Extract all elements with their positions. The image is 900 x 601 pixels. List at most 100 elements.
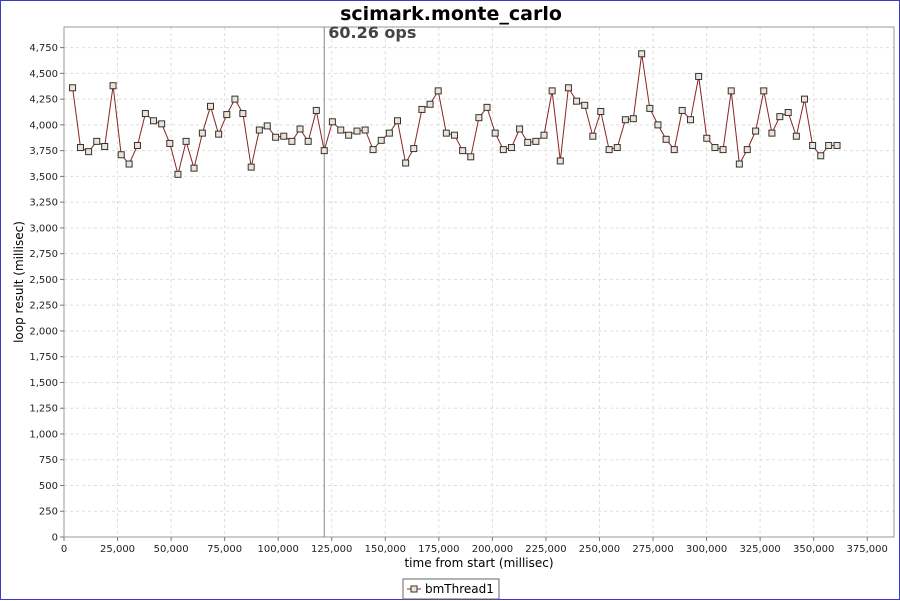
data-point[interactable]: [174, 170, 182, 178]
data-point[interactable]: [809, 141, 817, 149]
data-point[interactable]: [101, 143, 109, 151]
data-point[interactable]: [93, 137, 101, 145]
data-point[interactable]: [109, 82, 117, 90]
data-point[interactable]: [239, 110, 247, 118]
data-point[interactable]: [320, 147, 328, 155]
data-point[interactable]: [662, 135, 670, 143]
data-point[interactable]: [581, 101, 589, 109]
data-point[interactable]: [833, 141, 841, 149]
data-point[interactable]: [532, 137, 540, 145]
data-point[interactable]: [328, 118, 336, 126]
data-point[interactable]: [475, 114, 483, 122]
data-point[interactable]: [556, 157, 564, 165]
data-point[interactable]: [776, 113, 784, 121]
data-point[interactable]: [743, 146, 751, 154]
data-point[interactable]: [369, 146, 377, 154]
data-point[interactable]: [166, 139, 174, 147]
data-point[interactable]: [345, 131, 353, 139]
data-point[interactable]: [263, 122, 271, 130]
data-point[interactable]: [792, 132, 800, 140]
data-point[interactable]: [426, 100, 434, 108]
data-point[interactable]: [190, 164, 198, 172]
data-point[interactable]: [703, 134, 711, 142]
data-point[interactable]: [646, 104, 654, 112]
data-point[interactable]: [402, 159, 410, 167]
data-point[interactable]: [735, 160, 743, 168]
data-point[interactable]: [280, 132, 288, 140]
data-point[interactable]: [573, 97, 581, 105]
data-point[interactable]: [817, 152, 825, 160]
data-point[interactable]: [491, 129, 499, 137]
data-point[interactable]: [825, 141, 833, 149]
data-point[interactable]: [198, 129, 206, 137]
data-point[interactable]: [752, 127, 760, 135]
data-point[interactable]: [483, 103, 491, 111]
data-point[interactable]: [353, 127, 361, 135]
data-point[interactable]: [150, 117, 158, 125]
data-point[interactable]: [784, 109, 792, 117]
data-point[interactable]: [638, 50, 646, 58]
data-point[interactable]: [524, 138, 532, 146]
data-point[interactable]: [255, 126, 263, 134]
data-point[interactable]: [800, 95, 808, 103]
data-point[interactable]: [141, 110, 149, 118]
data-point[interactable]: [719, 146, 727, 154]
data-point[interactable]: [385, 129, 393, 137]
data-point[interactable]: [678, 106, 686, 114]
data-point[interactable]: [207, 102, 215, 110]
data-point[interactable]: [516, 125, 524, 133]
data-point[interactable]: [296, 125, 304, 133]
data-point[interactable]: [442, 129, 450, 137]
data-point[interactable]: [304, 137, 312, 145]
data-point[interactable]: [69, 84, 77, 92]
data-point[interactable]: [670, 146, 678, 154]
data-point[interactable]: [377, 136, 385, 144]
data-point[interactable]: [467, 153, 475, 161]
data-point[interactable]: [125, 160, 133, 168]
data-point[interactable]: [621, 116, 629, 124]
data-point[interactable]: [223, 111, 231, 119]
data-point[interactable]: [393, 117, 401, 125]
x-tick-label: 75,000: [207, 544, 242, 555]
data-point[interactable]: [418, 105, 426, 113]
data-point[interactable]: [459, 147, 467, 155]
data-point[interactable]: [312, 106, 320, 114]
data-point[interactable]: [654, 121, 662, 129]
data-point[interactable]: [760, 87, 768, 95]
y-tick-label: 0: [52, 533, 58, 544]
data-point[interactable]: [182, 137, 190, 145]
data-point[interactable]: [597, 107, 605, 115]
data-point[interactable]: [499, 146, 507, 154]
legend[interactable]: bmThread1: [402, 578, 500, 600]
data-point[interactable]: [133, 141, 141, 149]
data-point[interactable]: [768, 129, 776, 137]
data-point[interactable]: [76, 144, 84, 152]
data-point[interactable]: [548, 87, 556, 95]
data-point[interactable]: [589, 132, 597, 140]
data-point[interactable]: [727, 87, 735, 95]
data-point[interactable]: [158, 120, 166, 128]
data-point[interactable]: [711, 144, 719, 152]
data-point[interactable]: [613, 144, 621, 152]
data-point[interactable]: [629, 115, 637, 123]
data-point[interactable]: [695, 72, 703, 80]
data-point[interactable]: [117, 151, 125, 159]
data-point[interactable]: [288, 137, 296, 145]
x-tick-label: 150,000: [365, 544, 406, 555]
data-point[interactable]: [410, 145, 418, 153]
data-point[interactable]: [247, 163, 255, 171]
data-point[interactable]: [361, 126, 369, 134]
data-point[interactable]: [85, 148, 93, 156]
data-point[interactable]: [231, 95, 239, 103]
data-point[interactable]: [450, 131, 458, 139]
data-point[interactable]: [215, 130, 223, 138]
data-point[interactable]: [564, 84, 572, 92]
data-point[interactable]: [507, 144, 515, 152]
data-point[interactable]: [540, 131, 548, 139]
data-point[interactable]: [687, 116, 695, 124]
data-point[interactable]: [337, 126, 345, 134]
data-point[interactable]: [272, 133, 280, 141]
data-point[interactable]: [605, 146, 613, 154]
data-point[interactable]: [434, 87, 442, 95]
x-tick-label: 350,000: [793, 544, 834, 555]
